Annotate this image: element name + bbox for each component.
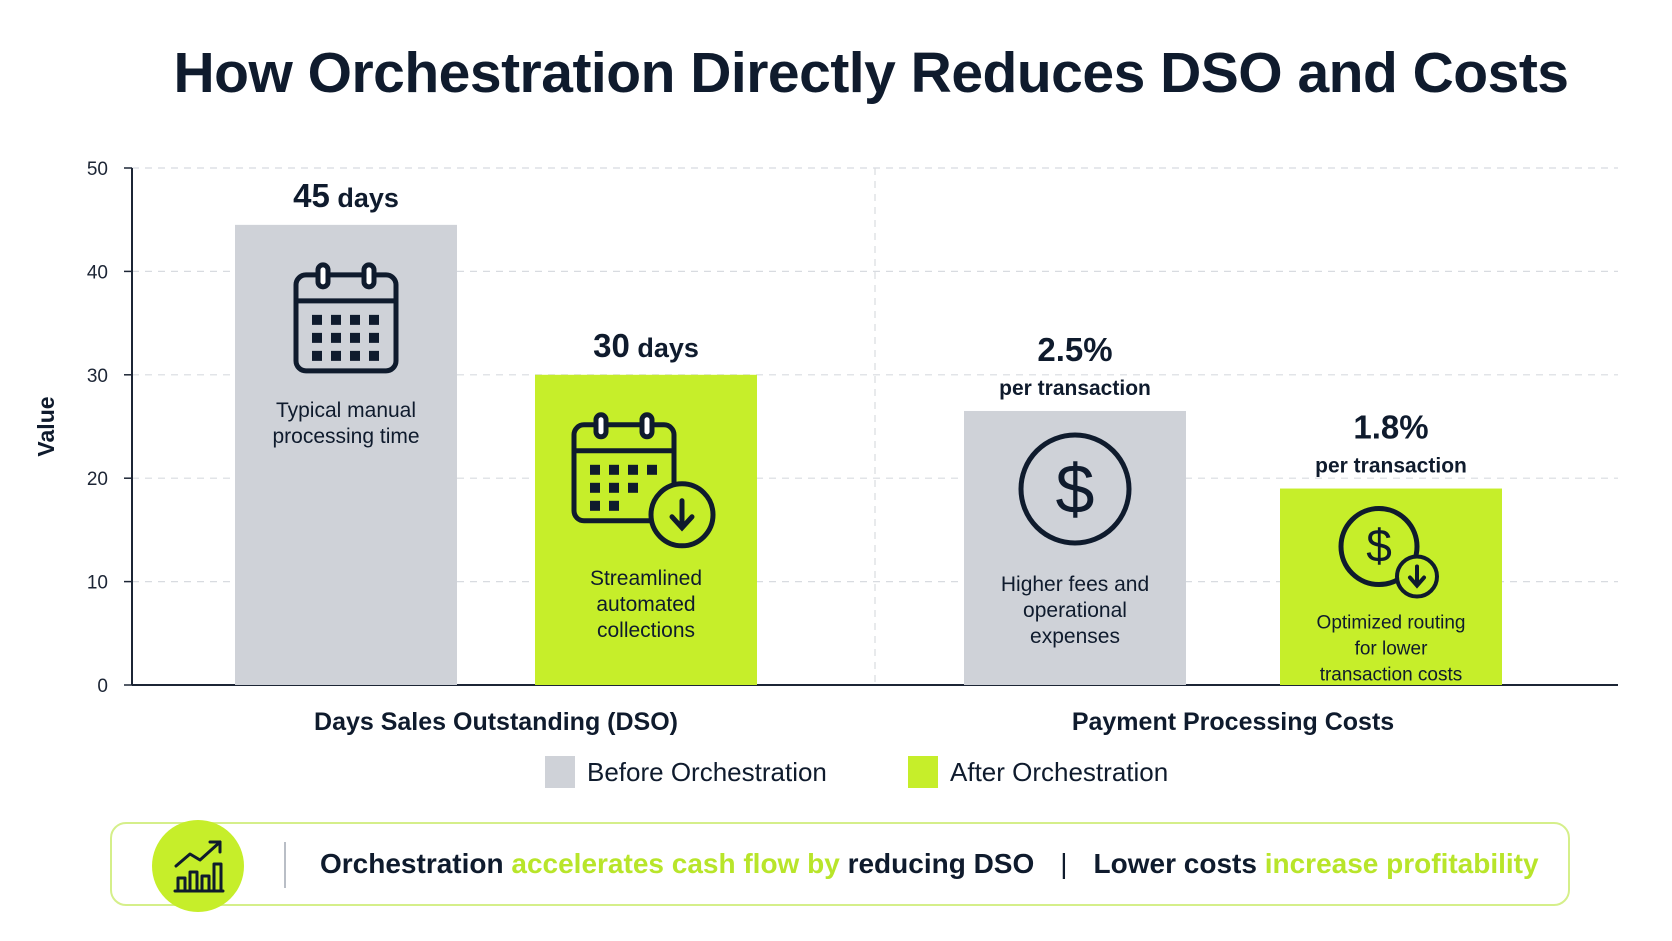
banner-part-3: reducing DSO	[839, 848, 1035, 879]
banner-part-5: increase profitability	[1256, 848, 1539, 879]
data-label: 45 days	[293, 177, 399, 214]
bar-description: Streamlined	[590, 567, 702, 590]
banner-part-2: accelerates cash flow by	[503, 848, 840, 879]
bar	[1280, 488, 1502, 685]
y-tick-label: 10	[87, 573, 108, 594]
legend-label: After Orchestration	[950, 757, 1168, 787]
svg-text:$: $	[1056, 450, 1095, 528]
data-label: 2.5%	[1037, 331, 1112, 368]
bar-description: Optimized routing	[1317, 613, 1466, 634]
banner-part-4: Lower costs	[1093, 848, 1257, 879]
legend-swatch	[545, 756, 575, 788]
banner-separator: |	[1060, 848, 1068, 879]
bar	[964, 410, 1186, 685]
svg-text:$: $	[1366, 520, 1392, 572]
bar-description: Higher fees and	[1001, 573, 1149, 596]
y-tick-label: 50	[87, 159, 108, 180]
calendar-down-icon	[571, 412, 716, 549]
legend-swatch	[908, 756, 938, 788]
data-label-unit: per transaction	[1315, 455, 1467, 478]
y-tick-label: 30	[87, 366, 108, 387]
bar-description: processing time	[272, 425, 419, 448]
bar-description: transaction costs	[1320, 665, 1463, 686]
bar-description: automated	[596, 593, 695, 616]
bar-description: Typical manual	[276, 399, 416, 422]
bar-description: operational	[1023, 599, 1127, 622]
y-tick-label: 20	[87, 469, 108, 490]
dollar-down-icon: $	[1338, 506, 1439, 599]
data-label: 30 days	[593, 327, 699, 364]
bar-description: collections	[597, 619, 695, 642]
x-category-label: Payment Processing Costs	[1072, 708, 1394, 736]
legend-label: Before Orchestration	[587, 757, 827, 787]
data-label: 1.8%	[1353, 409, 1428, 446]
summary-banner: Orchestration accelerates cash flow by r…	[110, 820, 1570, 912]
banner-divider	[284, 842, 286, 888]
calendar-icon	[293, 262, 399, 374]
y-tick-label: 0	[97, 676, 108, 697]
banner-text: Orchestration accelerates cash flow by r…	[320, 824, 1539, 904]
bar-description: for lower	[1355, 639, 1429, 660]
y-tick-label: 40	[87, 262, 108, 283]
y-axis-title: Value	[33, 396, 59, 456]
bar-description: expenses	[1030, 625, 1120, 648]
bar	[235, 224, 457, 685]
banner-part-1: Orchestration	[320, 848, 504, 879]
growth-chart-icon	[152, 820, 244, 912]
x-category-label: Days Sales Outstanding (DSO)	[314, 708, 678, 736]
page-title: How Orchestration Directly Reduces DSO a…	[173, 41, 1569, 105]
dollar-circle-icon: $	[1018, 432, 1132, 546]
data-label-unit: per transaction	[999, 377, 1151, 400]
